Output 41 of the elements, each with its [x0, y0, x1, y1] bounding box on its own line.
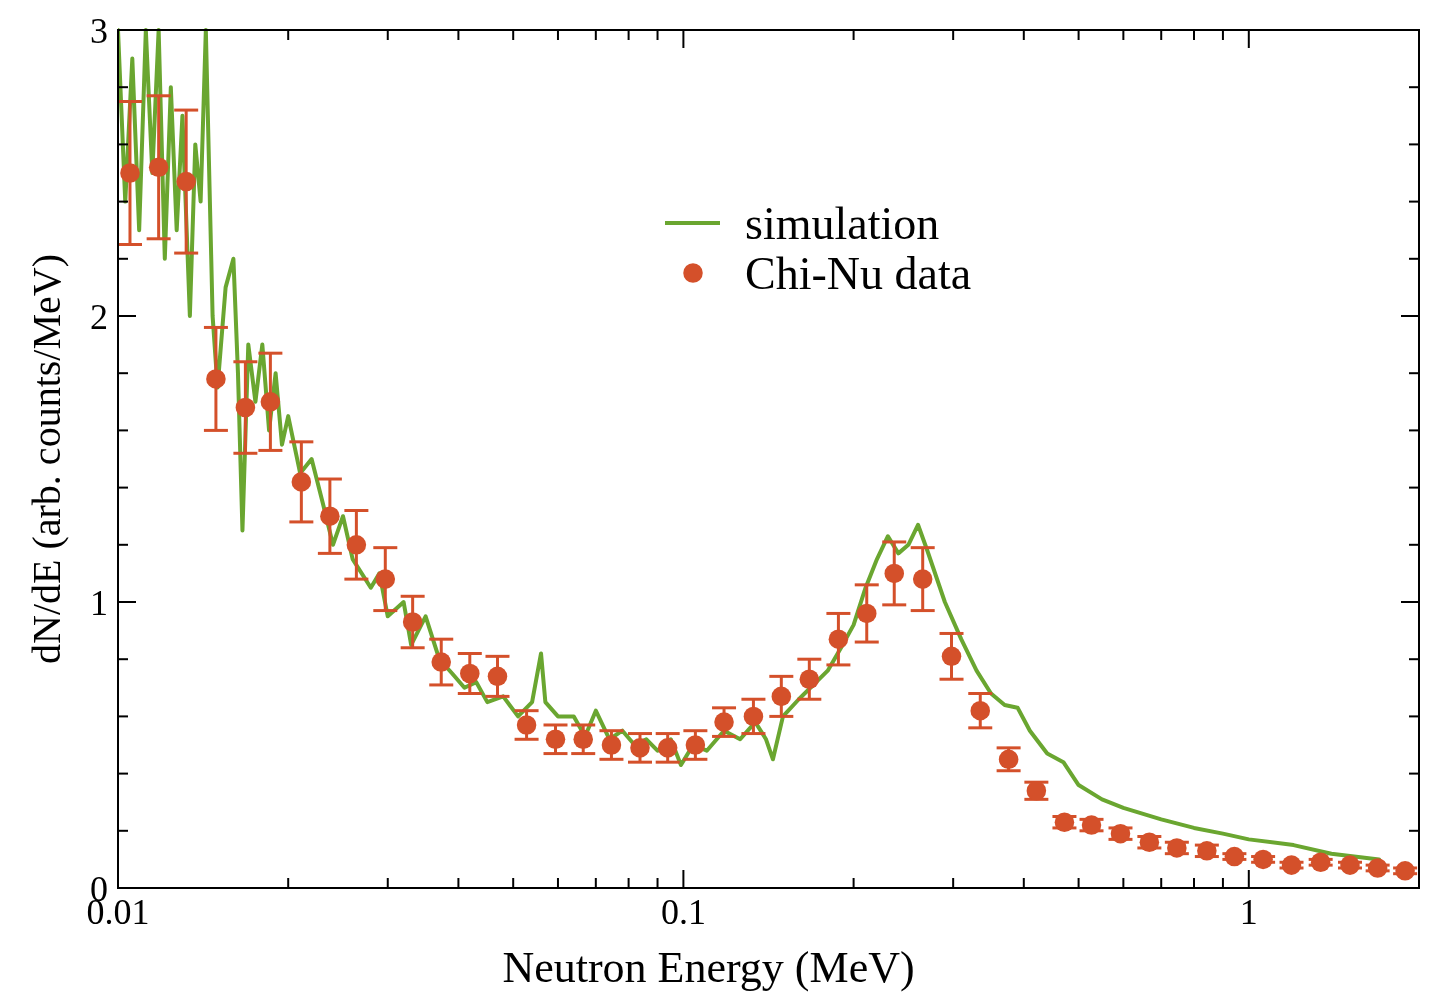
point [346, 535, 367, 555]
point [120, 163, 140, 183]
point [685, 735, 706, 755]
point [912, 569, 933, 589]
point [148, 157, 169, 178]
point [743, 706, 764, 727]
point [828, 629, 849, 649]
point [260, 392, 281, 412]
y-axis-title: dN/dE (arb. counts/MeV) [24, 254, 69, 664]
legend-label: simulation [745, 198, 940, 250]
y-tick-label: 3 [90, 10, 108, 51]
point [1167, 838, 1187, 858]
y-tick-label: 1 [90, 582, 108, 623]
point [545, 729, 566, 750]
point [176, 171, 196, 192]
point [714, 712, 734, 732]
point [573, 729, 593, 750]
point [601, 735, 622, 755]
point [941, 646, 962, 667]
point [657, 738, 678, 758]
point [487, 666, 508, 687]
point [771, 686, 792, 707]
x-tick-label: 0.1 [660, 892, 706, 932]
point [460, 663, 480, 684]
point [402, 612, 423, 632]
x-tick-label: 1 [1239, 892, 1258, 932]
point [206, 369, 226, 389]
point [431, 652, 452, 672]
point [375, 569, 396, 589]
point [320, 506, 340, 526]
point [884, 563, 905, 584]
x-axis-title: Neutron Energy (MeV) [502, 943, 915, 992]
point [1310, 852, 1331, 873]
point [799, 669, 820, 689]
point [856, 603, 877, 624]
point [291, 472, 312, 492]
legend-label: Chi-Nu data [745, 248, 972, 300]
point [516, 715, 537, 735]
point [970, 700, 991, 721]
y-tick-label: 2 [90, 296, 108, 337]
point [630, 738, 650, 758]
